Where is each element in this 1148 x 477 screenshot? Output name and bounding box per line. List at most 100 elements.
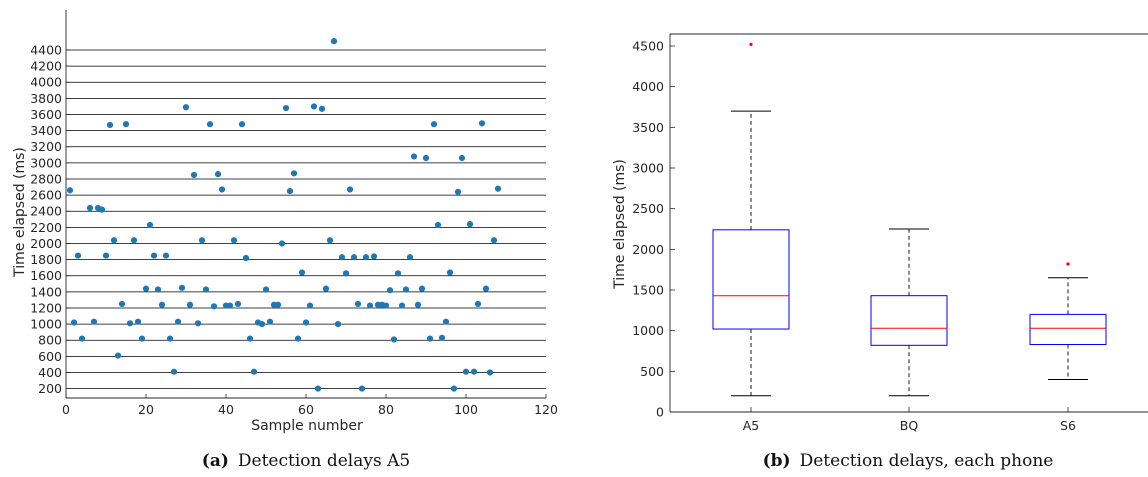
scatter-y-tick-label: 4400: [30, 43, 62, 58]
scatter-caption-text: Detection delays A5: [238, 451, 410, 471]
scatter-point: [86, 204, 94, 212]
scatter-x-tick-label: 80: [378, 402, 394, 417]
boxplot-y-tick-label: 4500: [632, 39, 664, 54]
scatter-point: [262, 286, 270, 293]
scatter-point: [194, 320, 202, 327]
scatter-point: [322, 285, 330, 292]
scatter-point: [362, 254, 370, 261]
scatter-point: [326, 237, 334, 244]
scatter-point: [442, 318, 450, 325]
scatter-point: [110, 237, 118, 244]
scatter-point: [414, 301, 422, 308]
scatter-y-tick-label: 3200: [30, 139, 62, 154]
scatter-point: [482, 285, 490, 292]
scatter-y-tick-label: 2000: [30, 236, 62, 251]
scatter-caption-letter: (a): [202, 451, 229, 471]
scatter-point: [174, 318, 182, 325]
scatter-point: [310, 103, 318, 110]
scatter-point: [370, 253, 378, 260]
scatter-chart: 2004006008001000120014001600180020002200…: [12, 10, 558, 471]
scatter-y-tick-label: 3600: [30, 107, 62, 122]
scatter-point: [302, 319, 310, 326]
scatter-point: [318, 105, 326, 112]
boxplot-outlier: [749, 42, 753, 46]
scatter-point: [282, 104, 290, 112]
scatter-y-tick-label: 200: [38, 381, 62, 396]
scatter-point: [462, 368, 470, 375]
scatter-point: [490, 237, 498, 244]
scatter-point: [78, 335, 86, 342]
boxplot-y-tick-label: 2500: [632, 201, 664, 216]
scatter-point: [210, 303, 218, 310]
scatter-axes: 2004006008001000120014001600180020002200…: [30, 10, 558, 417]
scatter-point: [358, 385, 366, 392]
scatter-point: [98, 206, 106, 213]
scatter-x-axis-label: Sample number: [251, 418, 363, 434]
scatter-point: [434, 221, 442, 229]
scatter-point: [250, 368, 258, 375]
scatter-point: [394, 270, 402, 277]
scatter-caption: (a) Detection delays A5: [202, 451, 410, 471]
scatter-point: [474, 300, 482, 308]
scatter-point: [70, 319, 78, 326]
boxplot-box: [870, 295, 948, 346]
scatter-point: [314, 385, 322, 392]
scatter-y-tick-label: 2400: [30, 204, 62, 219]
scatter-point: [238, 121, 246, 128]
scatter-y-tick-label: 1600: [30, 268, 62, 283]
scatter-point: [258, 321, 266, 328]
scatter-point: [154, 286, 162, 293]
boxplot-axes: 0 500 1000 1500 2000 2500 3000 3500 4000 4500 A5 BQ…: [632, 33, 1148, 433]
scatter-point: [178, 284, 186, 291]
scatter-point: [390, 336, 398, 343]
scatter-point: [226, 302, 234, 309]
scatter-point: [114, 352, 122, 359]
boxplot-y-tick-label: 3500: [632, 120, 664, 135]
scatter-point: [142, 285, 150, 292]
scatter-point: [150, 252, 158, 259]
scatter-point: [186, 301, 194, 308]
scatter-point: [202, 286, 210, 293]
scatter-point: [246, 335, 254, 342]
scatter-point: [214, 171, 222, 178]
scatter-point: [418, 285, 426, 292]
scatter-y-tick-label: 1400: [30, 284, 62, 299]
scatter-point: [346, 186, 354, 193]
scatter-point: [230, 237, 238, 244]
scatter-point: [170, 368, 178, 375]
scatter-x-tick-label: 20: [138, 402, 154, 417]
boxplot-y-tick-label: 2000: [632, 242, 664, 257]
scatter-point: [426, 335, 434, 342]
scatter-point: [386, 287, 394, 294]
scatter-x-tick-label: 120: [534, 402, 558, 417]
scatter-y-axis-label: Time elapsed (ms): [12, 147, 28, 278]
scatter-points: [66, 38, 502, 392]
boxplot-caption-letter: (b): [763, 451, 791, 471]
scatter-point: [102, 252, 110, 259]
scatter-x-tick-label: 0: [62, 402, 70, 417]
scatter-point: [146, 221, 154, 229]
scatter-point: [190, 171, 198, 179]
scatter-point: [450, 385, 458, 392]
boxplot-y-tick-label: 1000: [632, 323, 664, 338]
scatter-point: [478, 120, 486, 127]
scatter-point: [342, 270, 350, 277]
scatter-point: [494, 185, 502, 192]
scatter-point: [234, 300, 242, 308]
scatter-point: [126, 320, 134, 327]
scatter-y-tick-label: 4000: [30, 75, 62, 90]
scatter-point: [438, 334, 446, 341]
scatter-point: [130, 237, 138, 244]
scatter-point: [162, 252, 170, 259]
boxplot-box: [1029, 313, 1107, 345]
scatter-point: [286, 187, 294, 195]
boxplot-caption-text: Detection delays, each phone: [800, 451, 1054, 471]
boxplot-outlier: [1066, 262, 1070, 266]
scatter-point: [470, 368, 478, 375]
scatter-point: [410, 153, 418, 160]
scatter-point: [338, 254, 346, 261]
scatter-point: [354, 300, 362, 308]
scatter-point: [422, 154, 430, 162]
scatter-y-tick-label: 2200: [30, 220, 62, 235]
